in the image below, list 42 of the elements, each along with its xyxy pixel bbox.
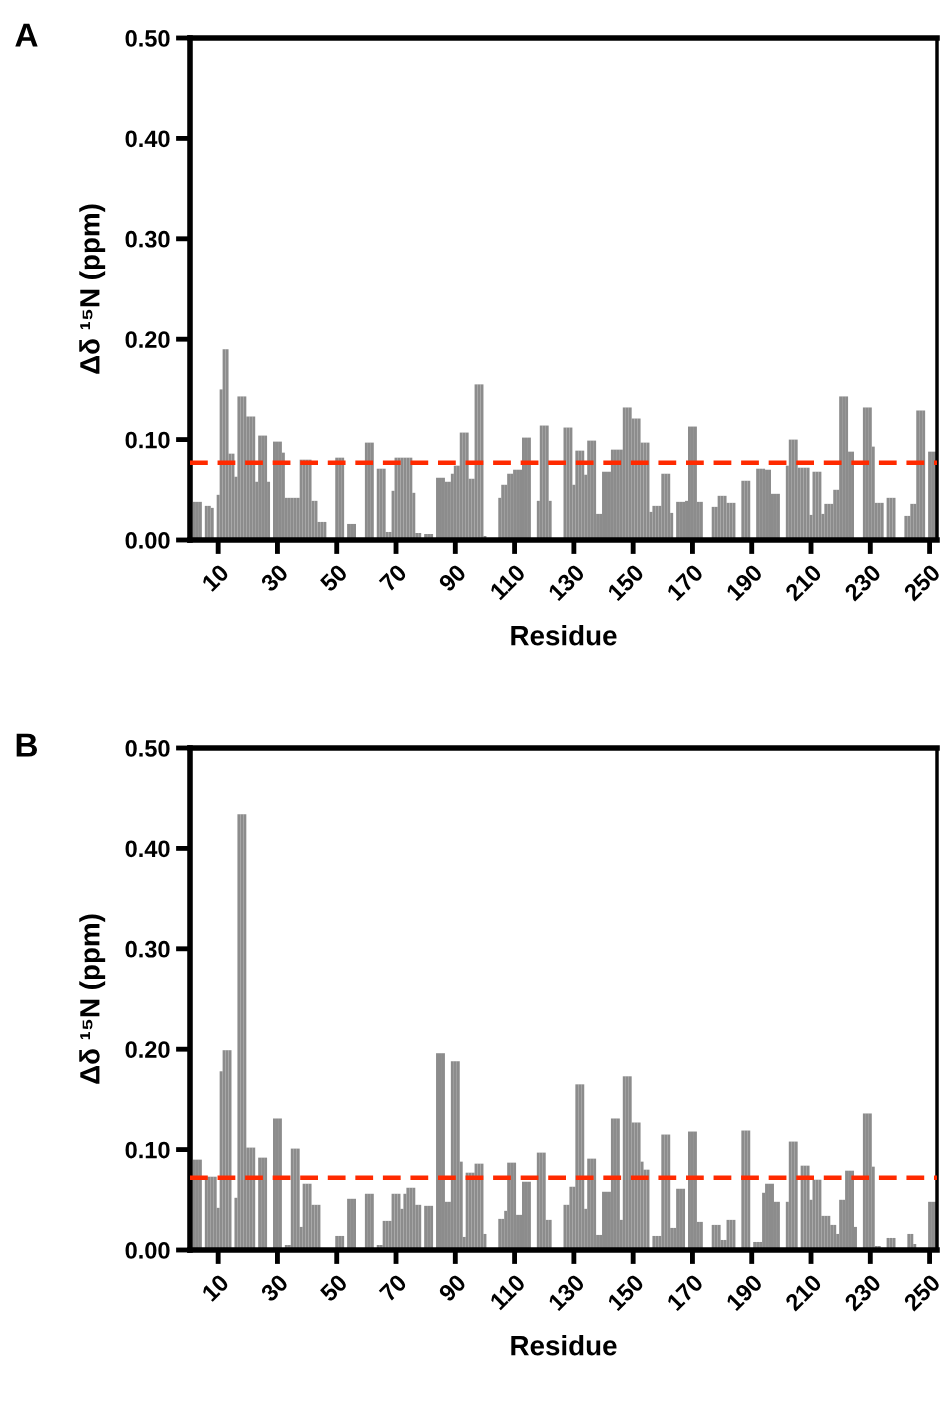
- x-tick-label: 70: [378, 563, 408, 593]
- x-tick-label: 190: [725, 563, 764, 602]
- x-tick-label: 230: [843, 563, 882, 602]
- y-tick-label: 0.20: [125, 331, 170, 348]
- x-tick-label: 110: [489, 563, 527, 601]
- y-tick-label: 0.10: [125, 1141, 170, 1159]
- x-tick-label: 70: [378, 1273, 408, 1303]
- y-tick-label: 0.40: [125, 130, 170, 148]
- y-tick-label: 0.50: [125, 30, 170, 47]
- x-tick-label: 190: [725, 1273, 764, 1312]
- y-tick-label: 0.00: [125, 532, 170, 549]
- x-tick-label: 170: [666, 1273, 705, 1312]
- x-tick-label: 110: [489, 1273, 527, 1311]
- x-tick-label: 30: [259, 563, 290, 593]
- x-tick-label: 150: [606, 1273, 645, 1312]
- y-tick-label: 0.00: [125, 1242, 170, 1259]
- y-axis-title: Δδ ¹⁵N (ppm): [79, 204, 106, 374]
- x-tick-label: 10: [201, 1273, 230, 1302]
- x-tick-label: 90: [437, 563, 467, 593]
- y-tick-label: 0.40: [125, 840, 170, 858]
- y-tick-label: 0.30: [125, 940, 170, 958]
- x-axis-title: Residue: [511, 625, 617, 646]
- x-tick-label: 10: [201, 563, 230, 592]
- x-tick-label: 130: [547, 563, 586, 602]
- y-axis-title: Δδ ¹⁵N (ppm): [79, 914, 106, 1084]
- chart-title: B: [16, 733, 38, 757]
- x-tick-label: 90: [437, 1273, 467, 1303]
- x-tick-label: 230: [843, 1273, 882, 1312]
- x-tick-label: 150: [606, 563, 645, 602]
- y-tick-label: 0.20: [125, 1041, 170, 1058]
- x-tick-label: 170: [666, 563, 705, 602]
- x-axis-title: Residue: [511, 1335, 617, 1356]
- x-tick-label: 130: [547, 1273, 586, 1312]
- y-tick-label: 0.10: [125, 431, 170, 449]
- x-tick-label: 30: [259, 1273, 290, 1303]
- x-tick-label: 50: [319, 563, 349, 593]
- chart-title: A: [15, 23, 38, 47]
- x-tick-label: 210: [784, 563, 823, 602]
- y-tick-label: 0.30: [125, 230, 170, 248]
- x-tick-label: 210: [784, 1273, 823, 1312]
- x-tick-label: 50: [319, 1273, 349, 1303]
- y-tick-label: 0.50: [125, 740, 170, 757]
